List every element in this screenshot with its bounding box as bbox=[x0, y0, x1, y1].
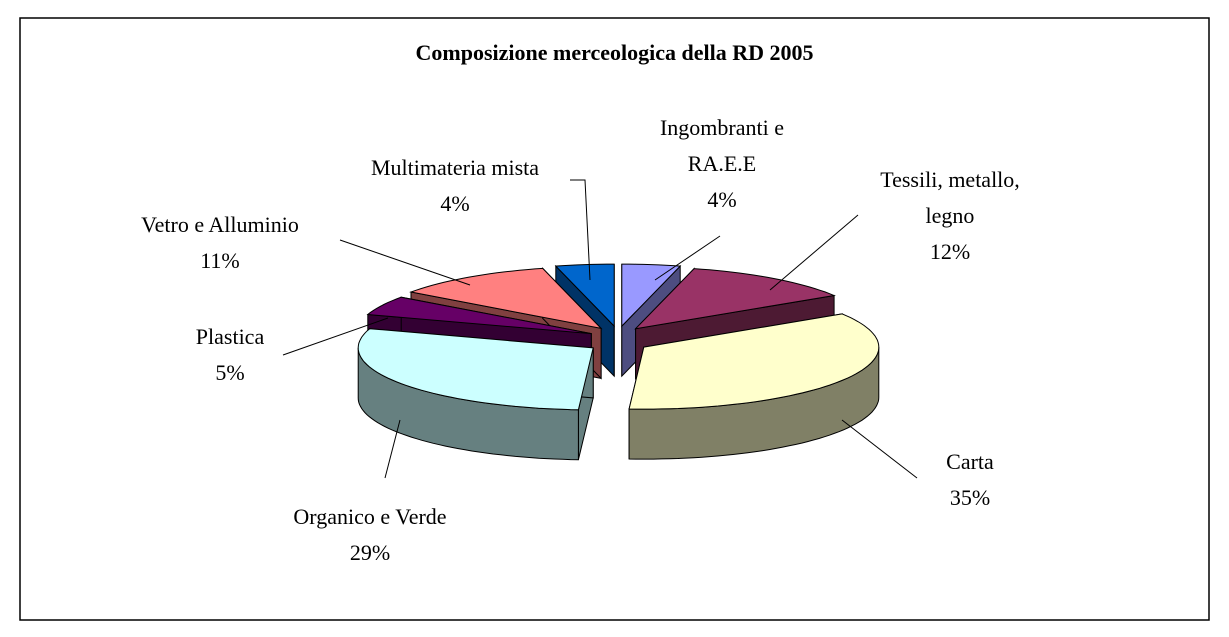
value-label: 11% bbox=[200, 248, 240, 273]
pie-slice bbox=[357, 328, 594, 461]
category-name: Multimateria mista bbox=[370, 155, 540, 180]
slice-label: Tessili, metallo, legno 12% bbox=[855, 162, 1045, 270]
slice-label: Carta 35% bbox=[890, 444, 1050, 516]
value-label: 4% bbox=[707, 187, 737, 212]
slice-top bbox=[634, 268, 836, 330]
category-name: Tessili, metallo, legno bbox=[880, 167, 1020, 228]
category-name: Organico e Verde bbox=[293, 504, 447, 529]
value-label: 4% bbox=[440, 191, 470, 216]
slice-label: Vetro e Alluminio 11% bbox=[100, 207, 340, 279]
leader-line bbox=[384, 419, 401, 479]
leader-line bbox=[282, 317, 389, 356]
category-name: Plastica bbox=[195, 324, 265, 349]
value-label: 35% bbox=[949, 485, 991, 510]
slice-top bbox=[409, 267, 603, 330]
leader-line bbox=[570, 179, 591, 281]
category-name: Vetro e Alluminio bbox=[141, 212, 299, 237]
category-name: Ingombranti e RA.E.E bbox=[659, 115, 785, 176]
value-label: 5% bbox=[215, 360, 245, 385]
leader-line bbox=[654, 235, 721, 281]
slice-label: Multimateria mista 4% bbox=[325, 150, 585, 222]
slice-label: Ingombranti e RA.E.E 4% bbox=[632, 110, 812, 218]
chart-title: Composizione merceologica della RD 2005 bbox=[415, 40, 814, 65]
slice-top bbox=[554, 263, 615, 328]
slice-top bbox=[357, 328, 594, 411]
slice-top bbox=[366, 296, 592, 335]
leader-line bbox=[769, 214, 859, 291]
slice-label: Plastica 5% bbox=[150, 319, 310, 391]
value-label: 29% bbox=[349, 540, 391, 565]
leader-line bbox=[841, 419, 918, 479]
value-label: 12% bbox=[929, 239, 971, 264]
slice-top bbox=[628, 313, 880, 410]
leader-line bbox=[339, 239, 471, 286]
pie-slice bbox=[628, 313, 880, 460]
category-name: Carta bbox=[946, 449, 994, 474]
slice-label: Organico e Verde 29% bbox=[250, 499, 490, 571]
